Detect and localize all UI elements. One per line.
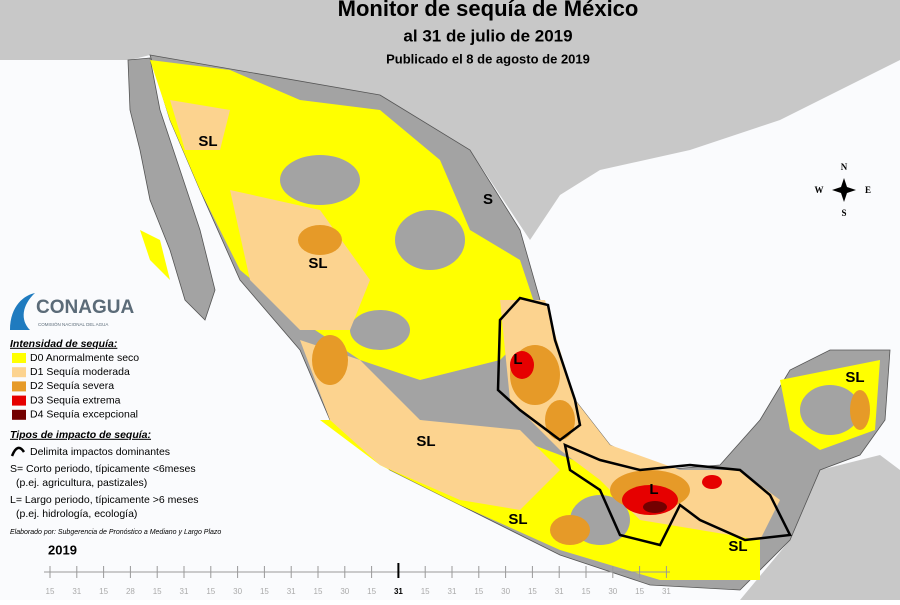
timeline-label: 31 [287,587,296,596]
compass-n: N [841,162,848,172]
d4-area [643,501,667,513]
legend-swatch [12,353,26,363]
impact-line-label: Delimita impactos dominantes [30,446,170,458]
timeline-label: 30 [233,587,242,596]
subtitle: al 31 de julio de 2019 [403,26,572,45]
timeline-label: 15 [421,587,430,596]
timeline-label: 30 [501,587,510,596]
impact-symbol [10,446,26,457]
map-label: S [483,191,493,208]
d0-baja [140,230,170,280]
legend-title: Intensidad de sequía: [10,338,117,350]
map-label: SL [416,433,435,450]
impact-title: Tipos de impacto de sequía: [10,429,151,441]
map-label: L [649,481,658,498]
d0-north [150,60,540,380]
logo-name: CONAGUA [36,297,134,318]
compass-e: E [865,185,871,195]
compass-w: W [815,185,824,195]
legend-label: D0 Anormalmente seco [30,352,139,364]
timeline-label: 15 [153,587,162,596]
usa [0,0,900,240]
impact-lines [496,296,792,547]
timeline-label: 28 [126,587,135,596]
legend: Intensidad de sequía: D0 Anormalmente sec… [10,338,221,536]
impact-note: S= Corto periodo, típicamente <6meses [10,463,196,475]
timeline-label: 31 [555,587,564,596]
timeline-label: 15 [582,587,591,596]
compass-s: S [841,208,846,218]
timeline-label: 15 [635,587,644,596]
timeline-label: 15 [206,587,215,596]
no-drought [280,155,860,545]
published: Publicado el 8 de agosto de 2019 [386,51,590,66]
timeline-label: 31 [448,587,457,596]
map-label: SL [728,538,747,555]
timeline-label: 15 [99,587,108,596]
central-america [740,455,900,600]
timeline-label: 15 [367,587,376,596]
timeline: 2019 15 31 15 28 15 31 15 30 15 31 15 30 15 31 15 31 15 30… [44,542,671,596]
timeline-label: 31 [180,587,189,596]
map-label: SL [308,255,327,272]
impact-note: (p.ej. hidrología, ecología) [16,508,137,520]
impact-note: L= Largo periodo, típicamente >6 meses [10,494,199,506]
legend-label: D3 Sequía extrema [30,394,121,406]
map-label: L [513,351,522,368]
map-label: SL [198,133,217,150]
legend-swatch [12,367,26,378]
legend-label: D2 Sequía severa [30,380,114,392]
timeline-label: 31 [72,587,81,596]
timeline-label: 15 [314,587,323,596]
timeline-year: 2019 [48,542,77,557]
baja [127,57,216,321]
legend-swatch [12,395,26,406]
compass: N S E W [815,162,872,218]
legend-swatch [12,409,26,420]
timeline-label: 15 [528,587,537,596]
legend-swatch [12,381,26,392]
timeline-label: 30 [608,587,617,596]
timeline-label: 15 [260,587,269,596]
legend-label: D1 Sequía moderada [30,366,130,378]
credit: Elaborado por: Subgerencia de Pronóstico… [10,529,221,536]
timeline-label: 31 [394,587,403,596]
timeline-label: 31 [662,587,671,596]
timeline-label: 15 [46,587,55,596]
logo: CONAGUA COMISIÓN NACIONAL DEL AGUA [10,293,134,330]
d3-areas [510,351,722,515]
map-label: SL [508,511,527,528]
title: Monitor de sequía de México [338,0,639,21]
impact-note: (p.ej. agricultura, pastizales) [16,477,147,489]
timeline-label: 15 [474,587,483,596]
legend-label: D4 Sequía excepcional [30,409,138,421]
map-label: SL [845,369,864,386]
logo-subtitle: COMISIÓN NACIONAL DEL AGUA [38,321,108,327]
timeline-label: 30 [340,587,349,596]
